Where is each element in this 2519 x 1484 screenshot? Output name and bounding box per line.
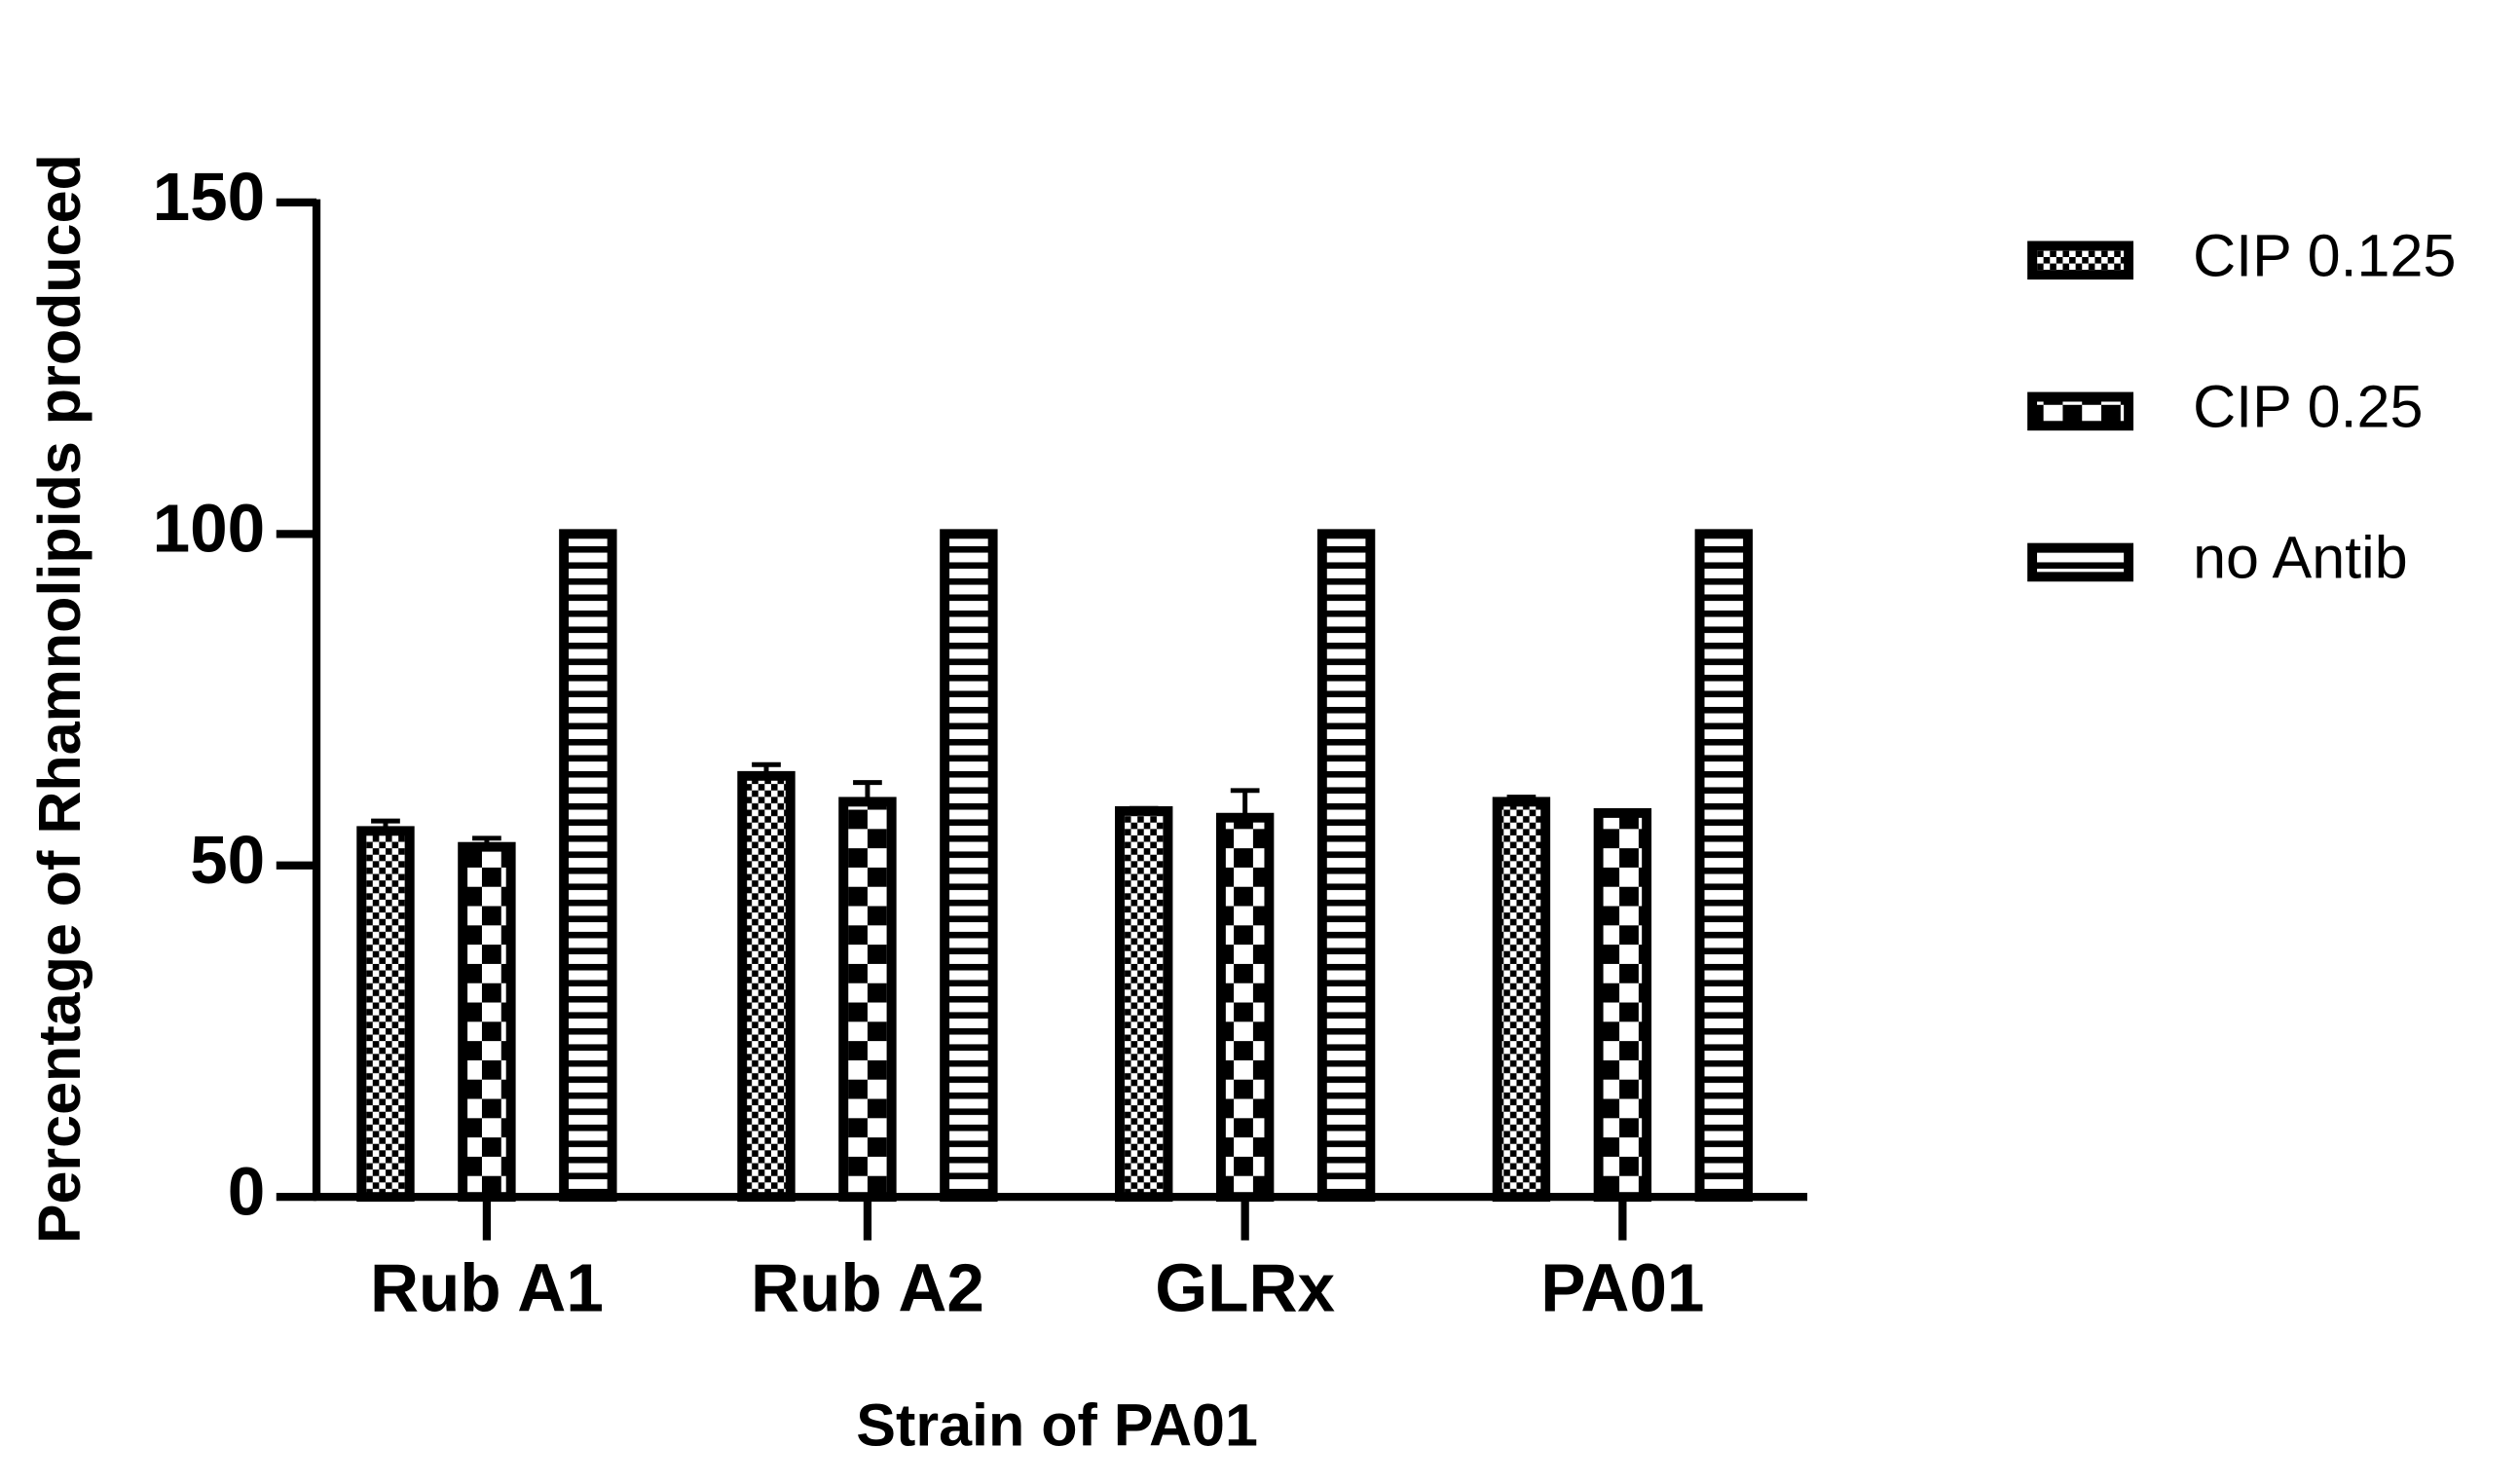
x-axis-title: Strain of PA01 bbox=[856, 1392, 1258, 1459]
error-bar bbox=[1608, 808, 1638, 814]
x-tick-label: Rub A2 bbox=[751, 1249, 984, 1325]
y-tick-label: 150 bbox=[153, 159, 266, 235]
bar bbox=[1694, 529, 1754, 1203]
bar bbox=[1593, 808, 1652, 1203]
error-bar bbox=[752, 761, 781, 776]
error-bar bbox=[1506, 795, 1537, 802]
bar bbox=[1316, 529, 1376, 1203]
error-bar bbox=[472, 835, 501, 847]
legend-label: CIP 0.25 bbox=[2193, 373, 2423, 439]
bar bbox=[1492, 797, 1551, 1203]
legend-label: CIP 0.125 bbox=[2193, 222, 2456, 288]
error-bar bbox=[1129, 805, 1159, 811]
x-tick-label: PA01 bbox=[1540, 1249, 1704, 1325]
bar bbox=[1215, 812, 1275, 1203]
y-axis-title: Percentage of Rhamnolipids produced bbox=[26, 154, 93, 1243]
error-bar bbox=[371, 818, 400, 832]
y-tick-label: 50 bbox=[190, 822, 265, 898]
x-tick-label: Rub A1 bbox=[370, 1249, 604, 1325]
bar bbox=[737, 770, 796, 1203]
bar bbox=[1115, 805, 1173, 1203]
y-tick-label: 100 bbox=[153, 491, 266, 567]
bar bbox=[559, 529, 617, 1203]
legend-swatch bbox=[2027, 241, 2134, 280]
x-tick-label: GLRx bbox=[1155, 1249, 1335, 1325]
error-bar bbox=[1230, 788, 1260, 818]
legend-label: no Antib bbox=[2193, 525, 2408, 591]
legend-swatch bbox=[2027, 391, 2134, 431]
bar bbox=[838, 797, 897, 1203]
bar bbox=[940, 529, 998, 1203]
bar bbox=[356, 826, 415, 1203]
legend-swatch bbox=[2027, 542, 2134, 582]
error-bar bbox=[853, 780, 882, 802]
bar bbox=[458, 841, 516, 1203]
y-tick-label: 0 bbox=[228, 1153, 266, 1229]
